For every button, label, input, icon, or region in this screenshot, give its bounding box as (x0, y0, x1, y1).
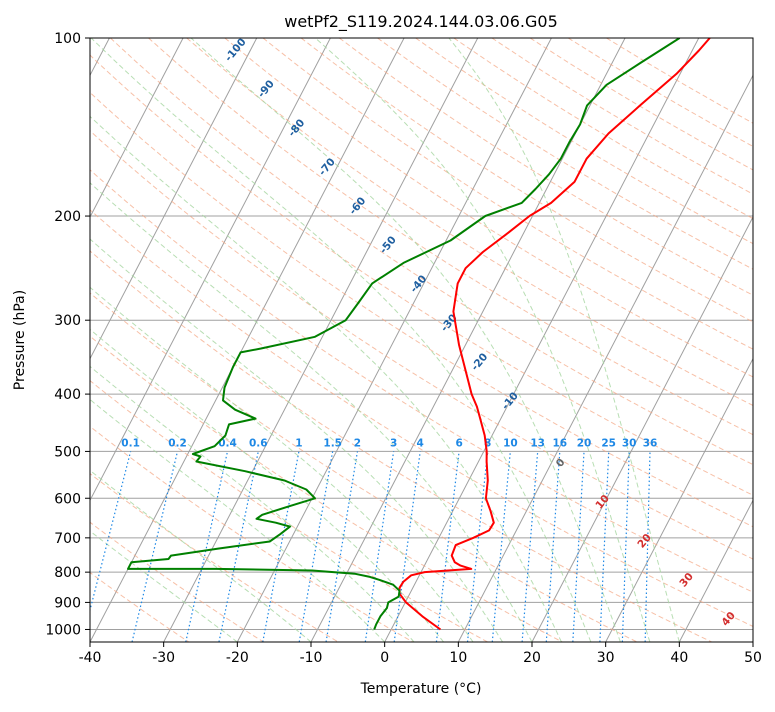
isotherm-line (164, 38, 478, 642)
y-tick-label: 500 (54, 444, 81, 460)
moist-adiabat-label: 10 (593, 493, 612, 512)
dry-adiabat-line (0, 38, 264, 642)
dry-adiabat-line (0, 38, 775, 642)
moist-adiabat-label: 40 (719, 610, 738, 629)
mixing-ratio-label: 1 (295, 437, 302, 449)
moist-adiabat-label: 30 (677, 571, 696, 590)
mixing-ratio-line (573, 451, 584, 642)
mixing-ratio-line (394, 451, 420, 642)
x-tick-label: 20 (523, 650, 541, 666)
mixing-ratio-line (365, 451, 393, 642)
moist-adiabat-line (449, 38, 679, 642)
isotherm-line (753, 38, 775, 642)
moist-adiabat-line (0, 38, 414, 642)
y-tick-label: 1000 (45, 622, 81, 638)
isotherm-line (532, 38, 775, 642)
mixing-ratio-label: 4 (417, 437, 424, 449)
dry-adiabat-line (568, 38, 775, 642)
dry-adiabat-line (378, 38, 775, 642)
dry-adiabat-label: -20 (469, 351, 490, 373)
moist-adiabat-line (0, 38, 444, 642)
moist-adiabat-line (0, 38, 532, 642)
dry-adiabat-label: -40 (408, 273, 429, 295)
dry-adiabat-line (301, 38, 775, 642)
x-tick-label: 40 (670, 650, 688, 666)
mixing-ratio-label: 1.5 (323, 437, 342, 449)
moist-adiabat-line (0, 38, 502, 642)
x-tick-label: 10 (449, 650, 467, 666)
y-tick-label: 700 (54, 531, 81, 547)
mixing-ratio-label: 2 (354, 437, 361, 449)
y-tick-label: 900 (54, 595, 81, 611)
x-tick-label: -30 (152, 650, 175, 666)
x-tick-label: 0 (380, 650, 389, 666)
y-tick-label: 600 (54, 491, 81, 507)
data-series (128, 38, 710, 630)
mixing-ratio-label: 0.2 (168, 437, 187, 449)
dry-adiabat-line (263, 38, 775, 642)
dry-adiabat-label: -10 (500, 390, 521, 412)
y-tick-label: 400 (54, 387, 81, 403)
dry-adiabat-label: -50 (378, 234, 399, 256)
mixing-ratio-label: 3 (390, 437, 397, 449)
isotherm-line (0, 38, 257, 642)
isotherm-line (679, 38, 775, 642)
y-tick-label: 200 (54, 209, 81, 225)
moist-adiabat-line (0, 38, 385, 642)
chart-title: wetPf2_S119.2024.144.03.06.G05 (284, 12, 558, 32)
dry-adiabat-line (34, 38, 775, 642)
mixing-ratio-line (546, 451, 560, 642)
y-tick-label: 800 (54, 565, 81, 581)
dry-adiabat-line (339, 38, 775, 642)
x-tick-label: -10 (300, 650, 323, 666)
moist-adiabat-label: 20 (635, 532, 654, 551)
mixing-ratio-label: 0.6 (249, 437, 268, 449)
dry-adiabat-line (187, 38, 775, 642)
dry-adiabat-label: -80 (286, 117, 307, 139)
isotherm-line (385, 38, 699, 642)
y-tick-label: 300 (54, 313, 81, 329)
x-axis-label: Temperature (°C) (360, 681, 482, 697)
mixing-ratio-line (299, 451, 332, 642)
mixing-ratio-line (600, 451, 609, 642)
x-tick-label: 50 (744, 650, 762, 666)
mixing-ratio-label: 20 (577, 437, 592, 449)
x-tick-label: -20 (226, 650, 249, 666)
mixing-ratio-line (622, 451, 629, 642)
mixing-ratio-label: 36 (643, 437, 658, 449)
mixing-ratio-label: 0.1 (121, 437, 140, 449)
dry-adiabat-label: -70 (317, 156, 338, 178)
moist-adiabat-line (0, 38, 473, 642)
mixing-ratio-label: 25 (601, 437, 616, 449)
isotherm-line (90, 38, 404, 642)
y-axis-label: Pressure (hPa) (12, 290, 28, 390)
dry-adiabat-line (0, 38, 488, 642)
plot-frame (90, 38, 753, 642)
mixing-ratio-label: 13 (530, 437, 545, 449)
moist-adiabat-line (315, 38, 650, 642)
mixing-ratio-label: 16 (552, 437, 567, 449)
dry-adiabat-line (0, 38, 775, 642)
isotherm-line (606, 38, 775, 642)
mixing-ratio-label: 6 (455, 437, 462, 449)
isotherm-line (237, 38, 551, 642)
x-tick-label: 30 (597, 650, 615, 666)
dry-adiabat-line (0, 38, 712, 642)
dry-adiabat-line (225, 38, 775, 642)
dry-adiabat-line (606, 38, 775, 642)
dry-adiabat-line (0, 38, 775, 642)
dry-adiabat-label: -100 (223, 36, 249, 64)
mixing-ratio-line (132, 451, 177, 642)
mixing-ratio-line (326, 451, 357, 642)
x-tick-label: -40 (79, 650, 102, 666)
mixing-ratio-label: 30 (622, 437, 637, 449)
y-tick-label: 100 (54, 31, 81, 47)
moist-adiabat-label: 0 (554, 456, 568, 469)
mixing-ratio-label: 10 (503, 437, 518, 449)
